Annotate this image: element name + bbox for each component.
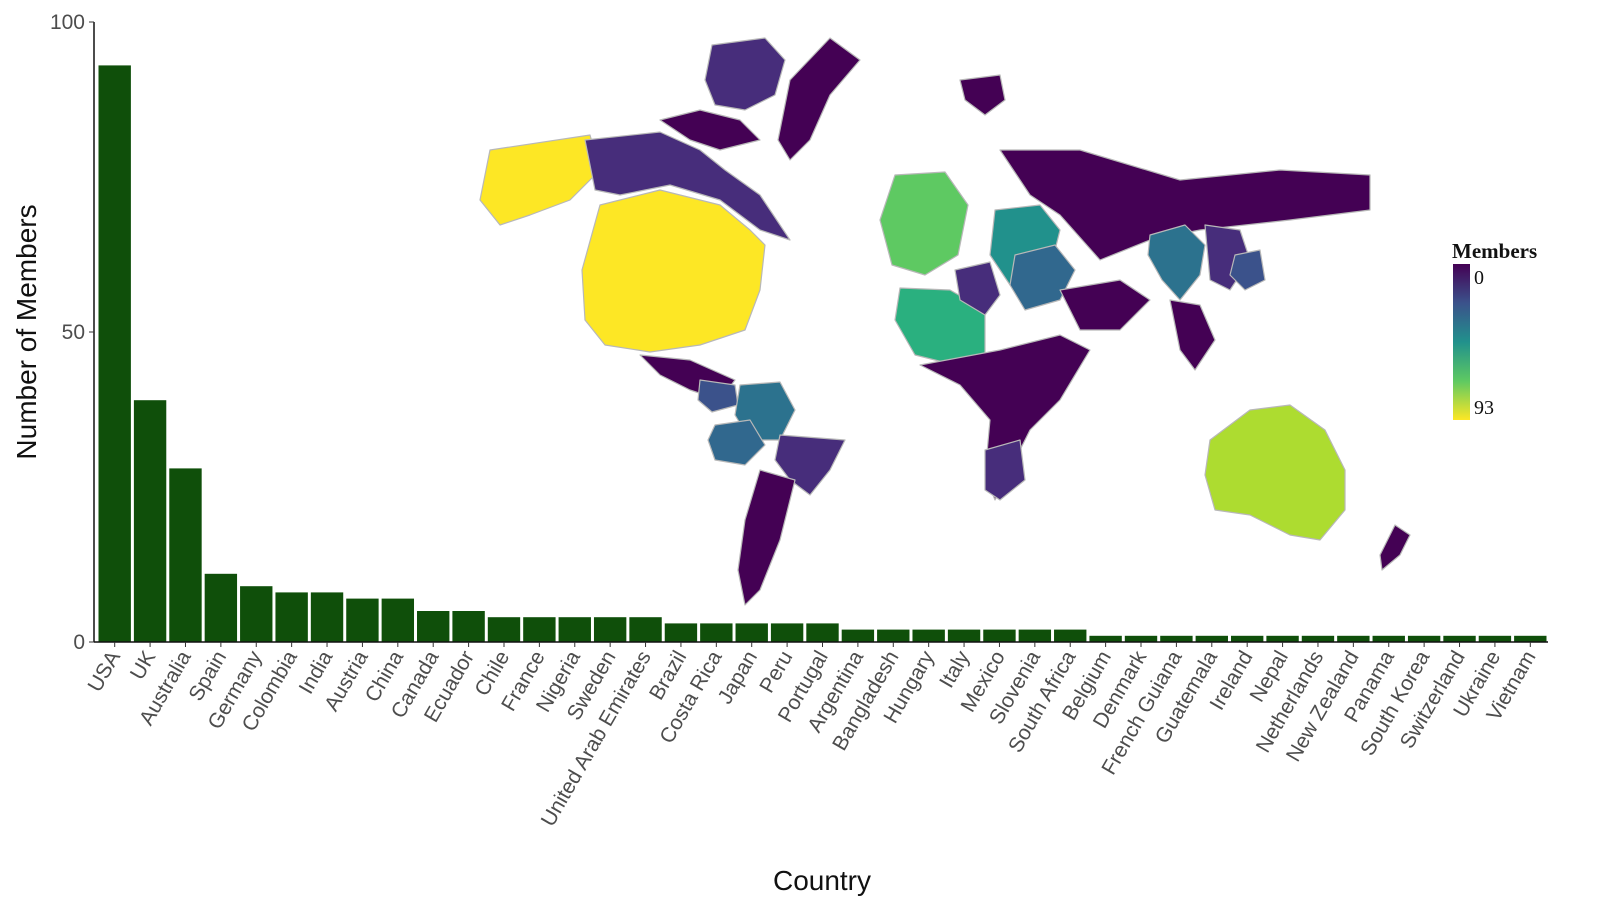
x-ticks: USA UKAustraliaSpainGermanyColombiaIndiaA…: [84, 642, 1541, 830]
bar-belgium: [1089, 635, 1122, 642]
map-australia: [1204, 404, 1346, 541]
y-tick-label: 50: [62, 321, 85, 344]
bar-new-zealand: [1337, 635, 1370, 642]
bar-south-africa: [1054, 629, 1087, 642]
y-ticks: 0 50 100: [50, 11, 94, 654]
bar-nepal: [1266, 635, 1299, 642]
bar-austria: [346, 598, 379, 642]
bar-china: [381, 598, 415, 642]
map-middle-east: [1059, 279, 1151, 331]
bar-denmark: [1124, 635, 1158, 642]
y-tick-label: 0: [73, 631, 85, 654]
bar-switzerland: [1443, 635, 1476, 642]
bar-mexico: [983, 629, 1016, 642]
bar-argentina: [841, 629, 875, 642]
map-colombia: [707, 419, 766, 466]
inset-cartogram-map: [479, 37, 1411, 606]
legend-colorbar: [1453, 264, 1470, 420]
map-austria: [1009, 244, 1076, 311]
legend-min-label: 0: [1474, 267, 1484, 289]
bar-germany: [240, 586, 273, 642]
bar-guatemala: [1195, 635, 1228, 642]
bar-japan: [735, 623, 768, 642]
bar-south-korea: [1407, 635, 1441, 642]
map-france-area: [954, 261, 1001, 316]
bar-uk: [133, 400, 167, 642]
bar-brazil: [664, 623, 698, 642]
bar-costa-rica: [700, 623, 733, 642]
bar-portugal: [806, 623, 839, 642]
map-southeast-asia: [1169, 299, 1216, 371]
map-usa: [581, 189, 766, 353]
bar-ireland: [1230, 635, 1264, 642]
bar-panama: [1372, 635, 1405, 642]
bar-colombia: [275, 592, 308, 642]
bar-ukraine: [1478, 635, 1512, 642]
map-legend: Members 0 93: [1452, 239, 1537, 420]
bar-sweden: [593, 617, 627, 642]
bars-group: [98, 65, 1547, 642]
map-new-zealand: [1379, 524, 1411, 571]
map-india: [1147, 224, 1206, 301]
x-tick-label: UK: [126, 647, 161, 684]
y-tick-label: 100: [50, 11, 85, 34]
bar-spain: [204, 573, 238, 642]
legend-max-label: 93: [1474, 397, 1494, 419]
map-alaska: [479, 134, 601, 226]
bar-france: [523, 617, 556, 642]
map-costa-rica: [697, 379, 739, 413]
bar-bangladesh: [877, 629, 910, 642]
map-russia: [999, 149, 1371, 261]
map-south-africa: [984, 439, 1026, 501]
bar-ecuador: [452, 611, 485, 642]
map-iceland: [959, 74, 1006, 116]
bar-united-arab-emirates: [629, 617, 662, 642]
bar-hungary: [912, 629, 945, 642]
bar-nigeria: [558, 617, 591, 642]
legend-title: Members: [1452, 239, 1537, 263]
map-scandinavia: [777, 37, 861, 161]
bar-vietnam: [1514, 635, 1547, 642]
bar-usa: [98, 65, 131, 642]
map-uk: [879, 171, 969, 276]
map-north-canada-islands: [659, 109, 761, 151]
bar-india: [310, 592, 344, 642]
bar-italy: [947, 629, 981, 642]
map-greenland: [704, 37, 786, 111]
bar-peru: [770, 623, 804, 642]
x-tick-label: USA: [84, 647, 126, 696]
map-canada: [584, 131, 791, 241]
bar-french-guiana: [1160, 635, 1193, 642]
x-axis-title: Country: [773, 865, 871, 896]
map-japan: [1229, 249, 1266, 291]
y-axis-title: Number of Members: [11, 204, 42, 459]
bar-chile: [487, 617, 521, 642]
bar-netherlands: [1301, 635, 1335, 642]
bar-canada: [417, 611, 450, 642]
bar-slovenia: [1018, 629, 1052, 642]
map-south-cone: [737, 469, 796, 606]
bar-australia: [169, 468, 202, 642]
